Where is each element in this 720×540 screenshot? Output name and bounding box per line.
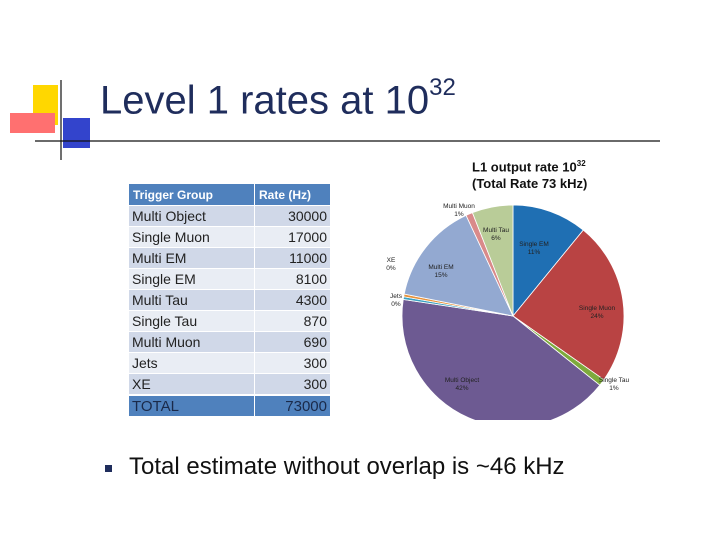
slice-label-name: Multi EM (428, 264, 453, 271)
trigger-group-cell: TOTAL (128, 394, 255, 417)
trigger-group-cell: Multi EM (128, 247, 255, 269)
slice-label-percent: 0% (391, 301, 401, 308)
slice-label-name: Multi Muon (443, 203, 475, 210)
table-row: Single EM 8100 (128, 268, 331, 290)
slice-label-name: Single Muon (579, 305, 616, 312)
trigger-group-cell: Multi Muon (128, 331, 255, 353)
pie-slice-label: XE 0% (386, 257, 396, 272)
table-row: Single Muon 17000 (128, 226, 331, 248)
pie-slice-label: Jets 0% (390, 293, 403, 308)
table-row: Multi EM 11000 (128, 247, 331, 269)
pie-slice-label: Single Muon 24% (579, 305, 616, 320)
pie-chart: Single EM 11% Single Muon 24% Single Tau 1% Mu… (382, 150, 644, 420)
slide-decoration (10, 80, 660, 160)
rate-cell: 4300 (254, 289, 331, 311)
slice-label-name: Jets (390, 293, 403, 300)
slice-label-name: Single Tau (599, 377, 630, 384)
square-bullet-icon (105, 465, 112, 472)
trigger-group-cell: XE (128, 373, 255, 396)
trigger-group-cell: Multi Tau (128, 289, 255, 311)
pie-title-exponent: 32 (576, 159, 586, 168)
pie-slice-label: Single Tau 1% (599, 377, 630, 392)
rate-cell: 11000 (254, 247, 331, 269)
slice-label-name: Multi Tau (483, 227, 509, 234)
rate-cell: 17000 (254, 226, 331, 248)
slice-label-percent: 15% (434, 272, 447, 279)
deco-red-square (10, 113, 55, 133)
pie-slice-single-em (512, 204, 584, 318)
pie-slice-multi-em (403, 214, 514, 317)
table-header-trigger-group: Trigger Group (128, 183, 255, 206)
pie-subtitle: (Total Rate 73 kHz) (472, 176, 588, 192)
deco-blue-square (63, 118, 90, 148)
table-row: Multi Tau 4300 (128, 289, 331, 311)
pie-slice-multi-object (401, 299, 601, 420)
trigger-group-cell: Single EM (128, 268, 255, 290)
slice-label-name: XE (387, 257, 396, 264)
slice-label-percent: 1% (454, 211, 464, 218)
slice-label-percent: 11% (528, 249, 541, 256)
pie-title-text: L1 output rate 10 (472, 159, 577, 175)
rate-cell: 8100 (254, 268, 331, 290)
slice-label-percent: 6% (491, 235, 501, 242)
slide-title-text: Level 1 rates at 10 (100, 78, 430, 123)
rate-cell: 73000 (254, 394, 331, 417)
slice-label-name: Single EM (519, 241, 549, 248)
rate-cell: 690 (254, 331, 331, 353)
pie-slice-label: Multi Tau 6% (483, 227, 509, 242)
pie-chart-title: L1 output rate 1032 (Total Rate 73 kHz) (472, 155, 642, 192)
table-row: Single Tau 870 (128, 310, 331, 332)
table-row: XE 300 (128, 373, 331, 396)
pie-chart-svg: Single EM 11%Single Muon 24%Single Tau 1%Mu… (386, 203, 630, 420)
pie-slice-label: Single EM 11% (519, 241, 549, 256)
slice-label-name: Multi Object (445, 377, 480, 384)
pie-slice-single-muon (512, 229, 625, 381)
trigger-group-cell: Single Muon (128, 226, 255, 248)
table-body: Multi Object 30000 Single Muon 17000 Multi E… (128, 205, 331, 417)
trigger-rate-table: Trigger Group Rate (Hz) Multi Object 3000… (128, 183, 331, 417)
pie-slice-label: Multi Object 42% (445, 377, 480, 392)
slice-label-percent: 0% (386, 265, 396, 272)
trigger-group-cell: Single Tau (128, 310, 255, 332)
table-total-row: TOTAL 73000 (128, 394, 331, 417)
table-row: Jets 300 (128, 352, 331, 374)
rate-cell: 30000 (254, 205, 331, 227)
trigger-group-cell: Jets (128, 352, 255, 374)
slice-label-percent: 1% (609, 385, 619, 392)
slide-title-exponent: 32 (429, 74, 456, 101)
table-row: Multi Object 30000 (128, 205, 331, 227)
bullet-text: Total estimate without overlap is ~46 kH… (129, 453, 565, 480)
pie-slice-label: Multi Muon 1% (443, 203, 475, 218)
rate-cell: 870 (254, 310, 331, 332)
pie-slice-multi-tau (471, 204, 514, 317)
slice-label-percent: 42% (455, 385, 468, 392)
pie-slice-label: Multi EM 15% (428, 264, 453, 279)
trigger-group-cell: Multi Object (128, 205, 255, 227)
table-header-rate: Rate (Hz) (254, 183, 331, 206)
table-row: Multi Muon 690 (128, 331, 331, 353)
slice-label-percent: 24% (590, 313, 603, 320)
slide-title: Level 1 rates at 1032 (100, 74, 456, 123)
rate-cell: 300 (254, 352, 331, 374)
table-header-row: Trigger Group Rate (Hz) (128, 183, 331, 206)
rate-cell: 300 (254, 373, 331, 396)
